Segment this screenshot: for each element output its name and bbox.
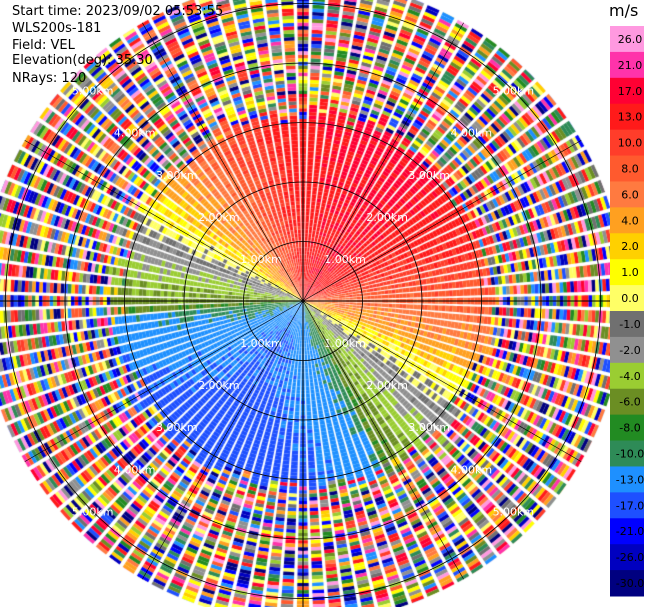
colorbar-tick-label: -17.0 bbox=[616, 499, 644, 512]
colorbar-tick-label: 4.0 bbox=[621, 214, 639, 227]
colorbar-tick-label: -4.0 bbox=[619, 370, 640, 383]
azimuth-spoke bbox=[302, 140, 582, 302]
colorbar-tick-label: -8.0 bbox=[619, 422, 640, 435]
colorbar-tick-label: 8.0 bbox=[621, 163, 639, 176]
colorbar-tick-label: 1.0 bbox=[621, 266, 639, 279]
range-ring-label: 1.00km bbox=[240, 337, 282, 350]
colorbar-swatch bbox=[610, 181, 644, 208]
colorbar-swatch bbox=[610, 492, 644, 519]
colorbar-swatch bbox=[610, 570, 644, 597]
colorbar-swatch bbox=[610, 362, 644, 390]
site-label: WLS200s-181 bbox=[12, 21, 102, 36]
range-ring-label: 4.00km bbox=[114, 463, 156, 476]
range-ring-label: 2.00km bbox=[366, 379, 408, 392]
colorbar-swatch bbox=[610, 103, 644, 131]
range-ring-label: 2.00km bbox=[366, 211, 408, 224]
range-ring-label: 1.00km bbox=[324, 337, 366, 350]
colorbar-swatch bbox=[610, 311, 644, 338]
range-ring-label: 5.00km bbox=[72, 85, 114, 98]
colorbar-swatch bbox=[610, 77, 644, 105]
field-label: Field: VEL bbox=[12, 38, 75, 53]
azimuth-spoke bbox=[302, 300, 582, 462]
colorbar-tick-label: -2.0 bbox=[619, 344, 640, 357]
colorbar-swatch bbox=[610, 26, 644, 53]
colorbar-swatch bbox=[610, 155, 644, 182]
colorbar-swatch bbox=[610, 233, 644, 260]
azimuth-spoke bbox=[24, 300, 304, 462]
colorbar-tick-label: -13.0 bbox=[616, 473, 644, 486]
azimuth-spoke bbox=[24, 140, 304, 302]
colorbar-tick-label: 0.0 bbox=[621, 292, 639, 305]
colorbar-tick-label: -1.0 bbox=[619, 318, 640, 331]
azimuth-spoke bbox=[142, 300, 304, 580]
colorbar-tick-label: -26.0 bbox=[616, 551, 644, 564]
colorbar-title: m/s bbox=[609, 1, 639, 20]
colorbar-tick-label: -21.0 bbox=[616, 525, 644, 538]
azimuth-spoke bbox=[142, 22, 304, 302]
colorbar-tick-label: 10.0 bbox=[618, 137, 643, 150]
colorbar-tick-label: 2.0 bbox=[621, 240, 639, 253]
colorbar-swatch bbox=[610, 466, 644, 493]
colorbar-swatch bbox=[610, 336, 644, 364]
azimuth-spoke bbox=[302, 22, 464, 302]
range-ring-label: 5.00km bbox=[493, 505, 535, 518]
range-ring-label: 4.00km bbox=[114, 127, 156, 140]
range-ring-label: 4.00km bbox=[451, 127, 493, 140]
colorbar-swatch bbox=[610, 388, 644, 416]
range-ring-label: 5.00km bbox=[493, 85, 535, 98]
range-ring-label: 2.00km bbox=[198, 379, 240, 392]
colorbar-swatch bbox=[610, 440, 644, 467]
colorbar-swatch bbox=[610, 285, 644, 312]
colorbar-tick-label: -30.0 bbox=[616, 577, 644, 590]
colorbar-swatch bbox=[610, 259, 644, 286]
start-time-label: Start time: 2023/09/02 05:53:55 bbox=[12, 4, 224, 19]
range-ring-label: 1.00km bbox=[240, 253, 282, 266]
colorbar-swatch bbox=[610, 518, 644, 545]
colorbar-tick-label: 21.0 bbox=[618, 59, 643, 72]
range-ring-label: 3.00km bbox=[156, 169, 198, 182]
range-ring-label: 1.00km bbox=[324, 253, 366, 266]
colorbar-swatch bbox=[610, 207, 644, 234]
range-ring-label: 3.00km bbox=[408, 421, 450, 434]
azimuth-spoke bbox=[302, 300, 464, 580]
elevation-label: Elevation(deg): 35.30 bbox=[12, 53, 153, 68]
range-ring-label: 3.00km bbox=[156, 421, 198, 434]
colorbar-tick-label: 6.0 bbox=[621, 188, 639, 201]
colorbar-swatch bbox=[610, 544, 644, 571]
colorbar-swatch bbox=[610, 51, 644, 79]
colorbar-tick-label: -10.0 bbox=[616, 448, 644, 461]
colorbar-tick-label: -6.0 bbox=[619, 396, 640, 409]
colorbar-swatch bbox=[610, 129, 644, 157]
nrays-label: NRays: 120 bbox=[12, 71, 87, 86]
colorbar-tick-label: 26.0 bbox=[618, 33, 643, 46]
colorbar-tick-label: 17.0 bbox=[618, 85, 643, 98]
range-ring-label: 2.00km bbox=[198, 211, 240, 224]
range-ring-label: 5.00km bbox=[72, 505, 114, 518]
range-ring-label: 3.00km bbox=[408, 169, 450, 182]
range-ring-label: 4.00km bbox=[451, 463, 493, 476]
colorbar-swatch bbox=[610, 414, 644, 442]
colorbar-tick-label: 13.0 bbox=[618, 111, 643, 124]
